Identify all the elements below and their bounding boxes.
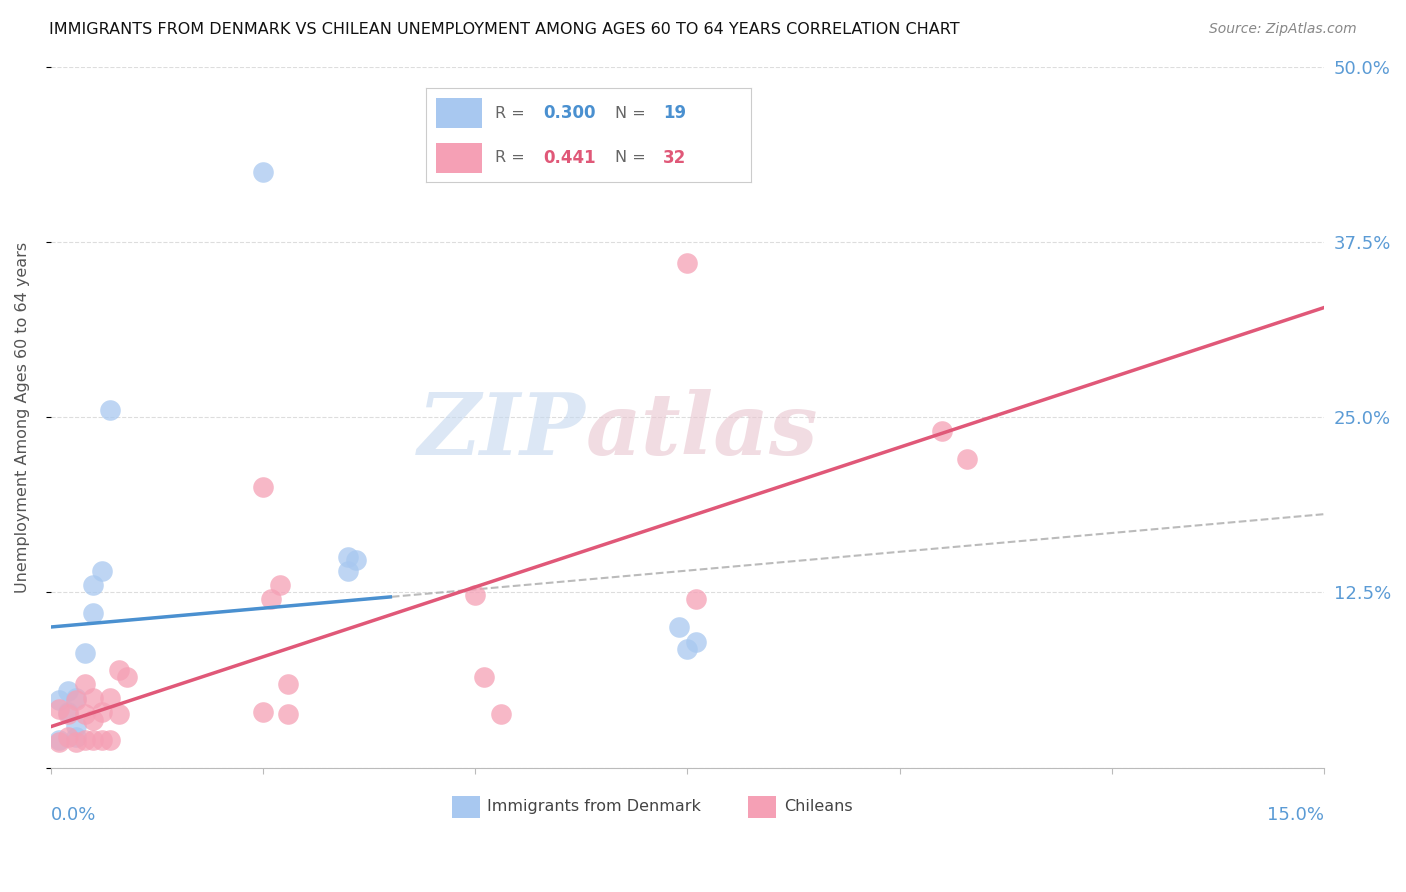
Point	[48, 735, 70, 749]
Point	[48, 693, 70, 707]
Point	[98, 403, 121, 417]
Point	[82, 578, 104, 592]
Text: 0.0%: 0.0%	[51, 806, 96, 824]
Point	[56, 683, 79, 698]
Point	[48, 732, 70, 747]
Text: 15.0%: 15.0%	[1267, 806, 1324, 824]
Point	[90, 732, 112, 747]
Text: atlas: atlas	[585, 390, 818, 473]
Text: Source: ZipAtlas.com: Source: ZipAtlas.com	[1209, 22, 1357, 37]
Point	[344, 553, 367, 567]
Point	[676, 256, 699, 270]
Point	[277, 676, 299, 690]
Point	[931, 424, 953, 438]
Point	[82, 713, 104, 727]
Point	[685, 592, 707, 607]
Point	[668, 620, 690, 634]
Point	[676, 641, 699, 656]
Point	[56, 705, 79, 719]
Point	[73, 676, 96, 690]
Point	[252, 165, 274, 179]
Point	[65, 718, 87, 732]
Point	[489, 707, 512, 722]
Point	[336, 550, 359, 565]
Point	[73, 646, 96, 660]
Point	[252, 705, 274, 719]
Text: Immigrants from Denmark: Immigrants from Denmark	[488, 799, 702, 814]
FancyBboxPatch shape	[748, 796, 776, 818]
Point	[48, 702, 70, 716]
Point	[336, 565, 359, 579]
FancyBboxPatch shape	[451, 796, 479, 818]
Point	[107, 707, 129, 722]
Point	[73, 707, 96, 722]
Point	[98, 690, 121, 705]
Text: ZIP: ZIP	[418, 390, 585, 473]
Point	[269, 578, 291, 592]
Point	[260, 592, 283, 607]
Point	[277, 707, 299, 722]
Point	[73, 732, 96, 747]
Point	[90, 705, 112, 719]
Point	[115, 669, 138, 683]
Point	[464, 588, 486, 602]
Y-axis label: Unemployment Among Ages 60 to 64 years: Unemployment Among Ages 60 to 64 years	[15, 242, 30, 592]
Text: Chileans: Chileans	[785, 799, 853, 814]
Point	[472, 669, 495, 683]
Point	[82, 732, 104, 747]
Point	[56, 707, 79, 722]
Point	[107, 663, 129, 677]
Point	[956, 452, 979, 467]
Point	[82, 607, 104, 621]
Point	[65, 690, 87, 705]
Point	[685, 634, 707, 648]
Point	[65, 730, 87, 744]
Point	[98, 732, 121, 747]
Point	[82, 690, 104, 705]
Point	[65, 735, 87, 749]
Point	[252, 480, 274, 494]
Point	[65, 693, 87, 707]
Point	[56, 730, 79, 744]
Text: IMMIGRANTS FROM DENMARK VS CHILEAN UNEMPLOYMENT AMONG AGES 60 TO 64 YEARS CORREL: IMMIGRANTS FROM DENMARK VS CHILEAN UNEMP…	[49, 22, 960, 37]
Point	[90, 565, 112, 579]
